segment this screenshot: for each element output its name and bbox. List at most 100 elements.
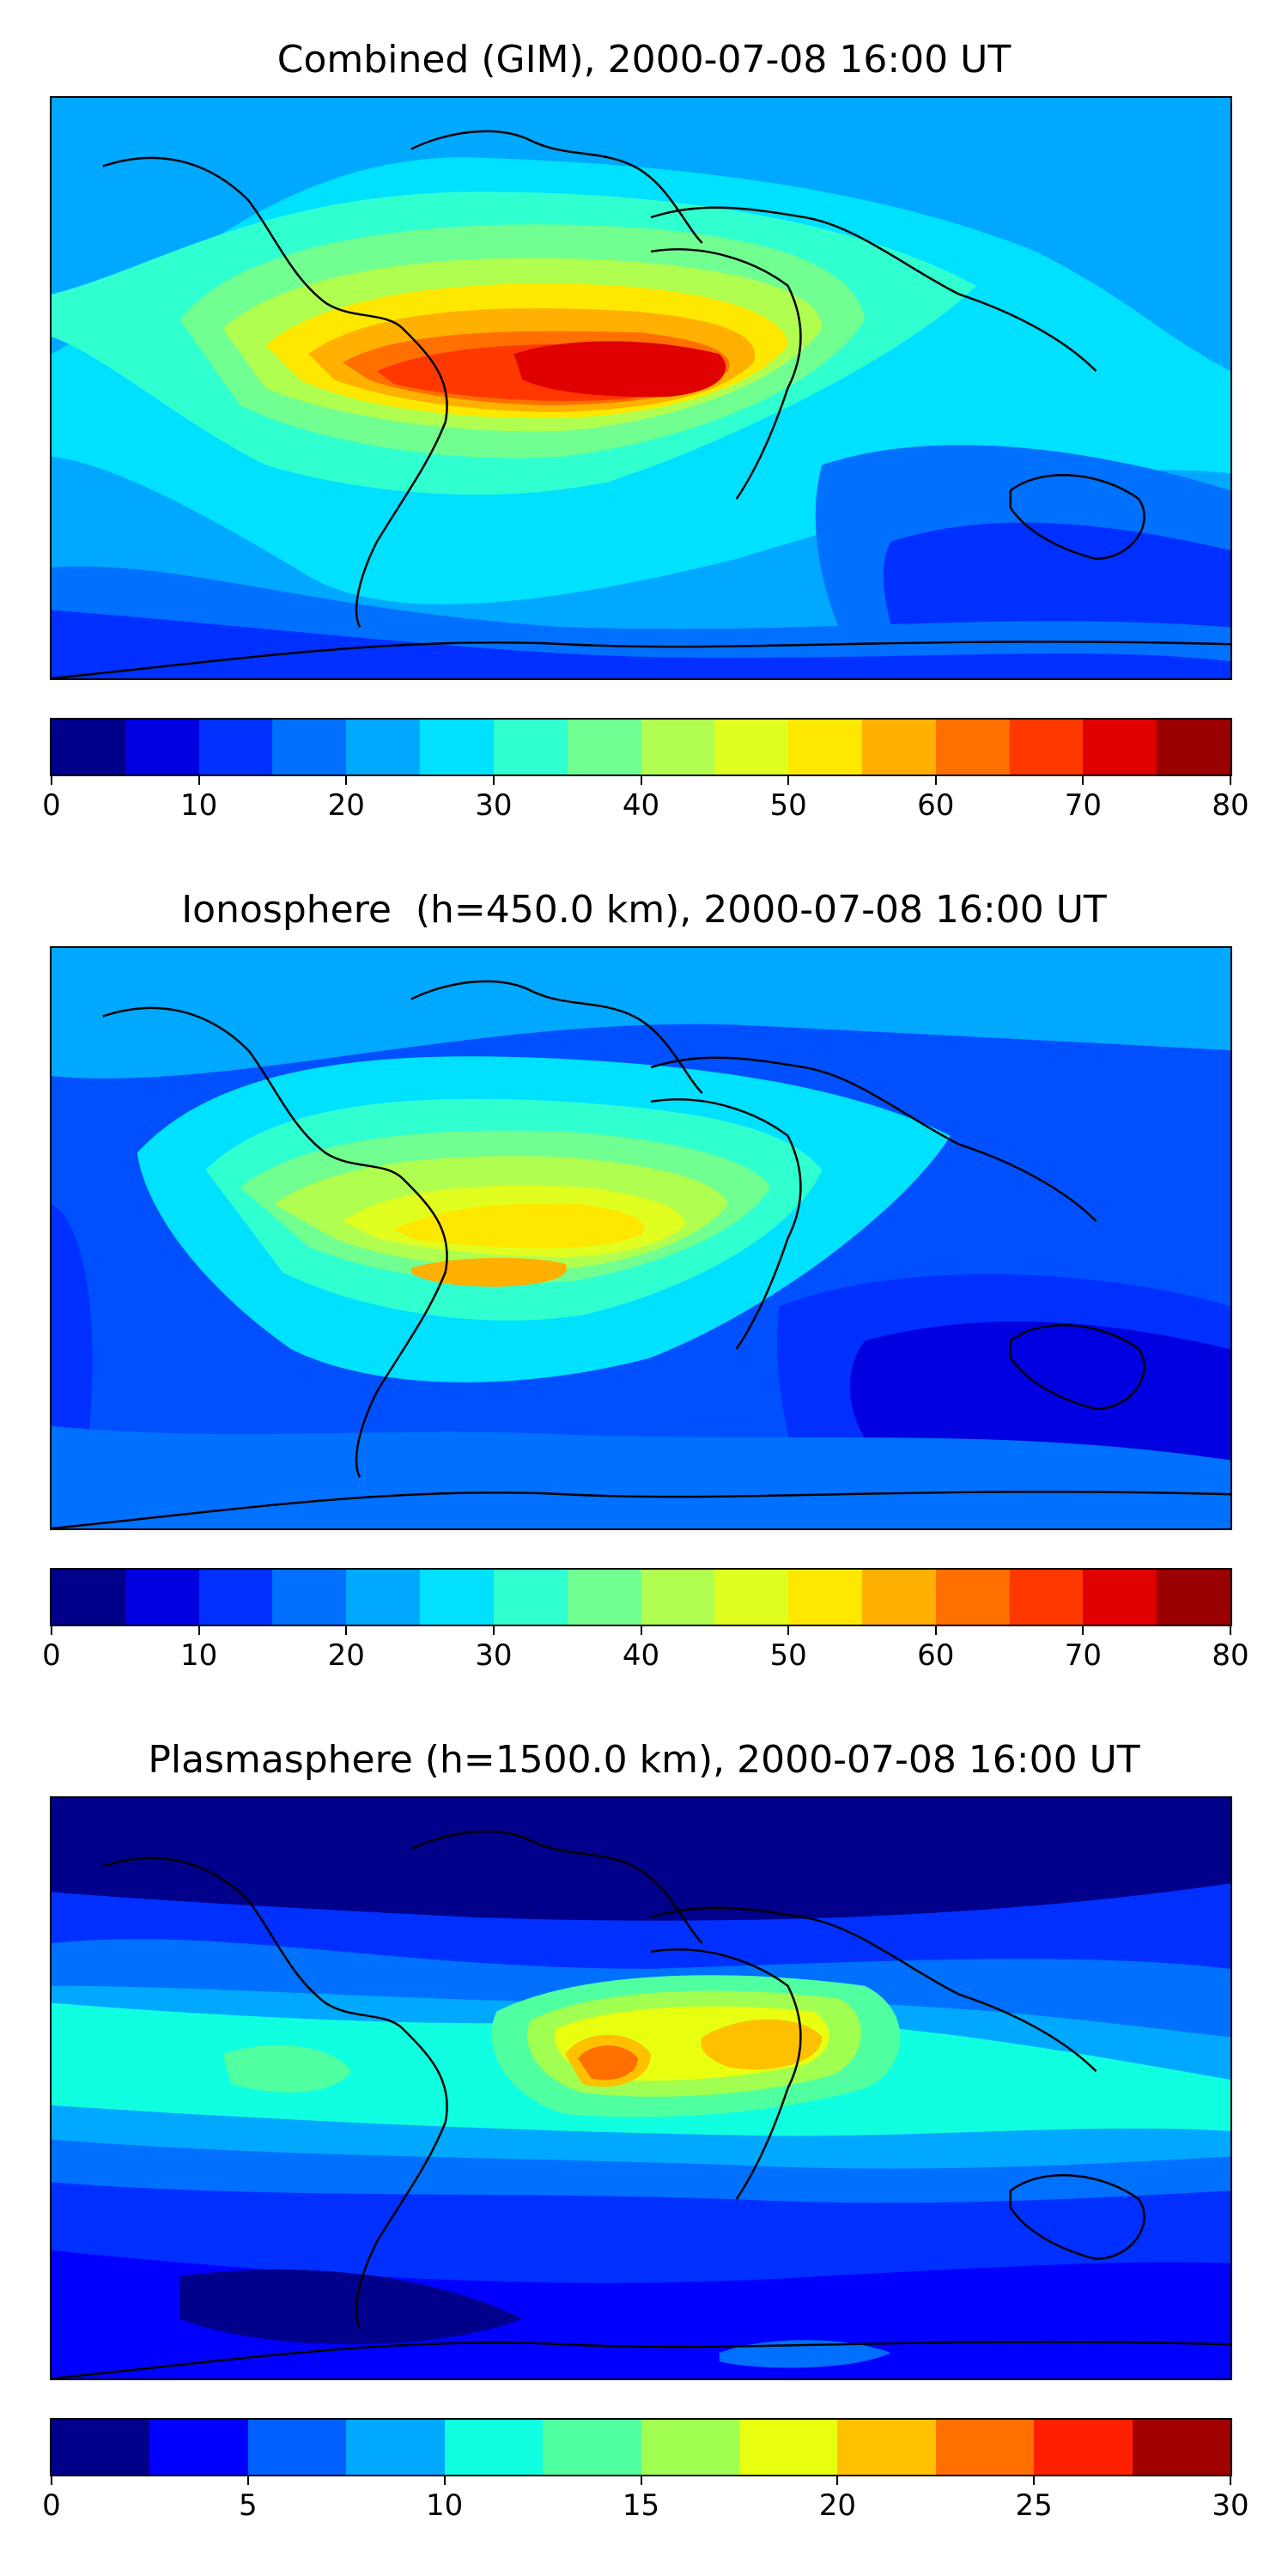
colorbar-segment	[198, 1570, 273, 1625]
colorbar-segment	[272, 720, 347, 775]
colorbar-tick-mark	[492, 1626, 495, 1635]
colorbar-segment	[738, 2420, 838, 2475]
colorbar-tick-mark	[345, 1626, 348, 1635]
colorbar-segment	[52, 720, 125, 775]
colorbar-tick-mark	[197, 776, 200, 785]
colorbar-segment	[346, 1570, 421, 1625]
colorbar-tick-mark	[51, 776, 52, 785]
panel-title-ionosphere: Ionosphere (h=450.0 km), 2000-07-08 16:0…	[181, 888, 1107, 932]
colorbar-segment	[714, 1570, 789, 1625]
colorbar-tick-label: 0	[42, 788, 61, 823]
colorbar-tick-mark	[246, 2476, 249, 2485]
colorbar-tick-label: 0	[42, 2488, 61, 2523]
colorbar-segment	[420, 720, 494, 775]
colorbar-tick-label: 70	[1064, 1638, 1103, 1673]
colorbar-tick-label: 30	[1212, 2488, 1249, 2523]
colorbar-segment	[1009, 1570, 1084, 1625]
coastlines	[52, 980, 1230, 1528]
colorbar-tick-label: 50	[769, 788, 807, 823]
colorbar-segment	[837, 2420, 936, 2475]
colorbar-segment	[935, 1570, 1010, 1625]
colorbar-tick-label: 25	[1015, 2488, 1053, 2523]
colorbar-tick-label: 10	[179, 788, 218, 823]
colorbar-tick-label: 20	[327, 1638, 365, 1673]
colorbar-segment	[272, 1570, 347, 1625]
colorbar-tick-mark	[787, 1626, 790, 1635]
colorbar-segment	[52, 2420, 150, 2475]
colorbar-tick-label: 10	[179, 1638, 218, 1673]
colorbar-tick-label: 10	[426, 2488, 464, 2523]
colorbar-segment	[346, 720, 421, 775]
colorbar-tick-label: 30	[475, 1638, 513, 1673]
colorbar-segment	[714, 720, 789, 775]
colorbar-segment	[1083, 720, 1157, 775]
colorbar-segment	[567, 1570, 641, 1625]
colorbar-segment	[788, 1570, 862, 1625]
colorbar-ticks-plasmasphere: 0 5 10 15 20 25 30	[42, 2476, 1249, 2528]
colorbar-segment	[444, 2420, 544, 2475]
colorbar-segment	[543, 2420, 641, 2475]
colorbar-segment	[935, 2420, 1035, 2475]
colorbar-tick-mark	[51, 1626, 52, 1635]
colorbar-segment	[52, 1570, 125, 1625]
colorbar-tick-mark	[640, 2476, 642, 2485]
colorbar-segment	[1157, 720, 1230, 775]
map-plasmasphere-tec	[50, 1796, 1232, 2380]
colorbar-tick-mark	[51, 2476, 52, 2485]
colorbar-segment	[1034, 2420, 1133, 2475]
colorbar-tick-mark	[197, 1626, 200, 1635]
colorbar-ionosphere	[50, 1568, 1232, 1626]
colorbar-segment	[198, 720, 273, 775]
colorbar-segment	[861, 1570, 936, 1625]
colorbar-segment	[247, 2420, 347, 2475]
colorbar-segment	[493, 1570, 568, 1625]
tec-map-ionosphere	[52, 948, 1230, 1528]
colorbar-tick-mark	[345, 776, 348, 785]
colorbar-ticks-ionosphere: 0 10 20 30 40 50 60 70 80	[42, 1626, 1249, 1678]
colorbar-segment	[788, 720, 862, 775]
colorbar-tick-mark	[640, 1626, 642, 1635]
colorbar-tick-label: 20	[818, 2488, 856, 2523]
colorbar-tick-label: 80	[1212, 788, 1249, 823]
colorbar-tick-label: 40	[622, 1638, 660, 1673]
colorbar-tick-label: 30	[475, 788, 513, 823]
colorbar-segment	[861, 720, 936, 775]
colorbar-tick-label: 80	[1212, 1638, 1249, 1673]
colorbar-tick-label: 50	[769, 1638, 807, 1673]
colorbar-tick-label: 40	[622, 788, 660, 823]
colorbar-tick-label: 60	[917, 1638, 955, 1673]
colorbar-segment	[1009, 720, 1084, 775]
coastlines	[52, 1830, 1230, 2379]
colorbar-tick-label: 15	[622, 2488, 660, 2523]
colorbar-segment	[149, 2420, 248, 2475]
colorbar-segment	[641, 720, 715, 775]
colorbar-segment	[1132, 2420, 1231, 2475]
tec-map-plasmasphere	[52, 1798, 1230, 2379]
colorbar-tick-mark	[1230, 2476, 1231, 2485]
panel-title-plasmasphere: Plasmasphere (h=1500.0 km), 2000-07-08 1…	[148, 1738, 1140, 1782]
colorbar-segment	[125, 720, 199, 775]
panel-title-combined: Combined (GIM), 2000-07-08 16:00 UT	[276, 38, 1012, 82]
colorbar-tick-mark	[1033, 2476, 1036, 2485]
colorbar-segment	[125, 1570, 199, 1625]
colorbar-segment	[493, 720, 568, 775]
colorbar-tick-label: 5	[239, 2488, 258, 2523]
colorbar-segment	[1157, 1570, 1230, 1625]
colorbar-tick-mark	[1230, 1626, 1231, 1635]
colorbar-tick-mark	[787, 776, 790, 785]
map-ionosphere-tec	[50, 946, 1232, 1530]
colorbar-segment	[641, 2420, 739, 2475]
colorbar-tick-label: 0	[42, 1638, 61, 1673]
colorbar-tick-label: 70	[1064, 788, 1103, 823]
colorbar-tick-mark	[1230, 776, 1231, 785]
colorbar-tick-mark	[1082, 1626, 1084, 1635]
tec-map-combined	[52, 98, 1230, 678]
colorbar-segment	[346, 2420, 445, 2475]
colorbar-tick-mark	[934, 776, 937, 785]
colorbar-tick-mark	[443, 2476, 446, 2485]
colorbar-tick-mark	[1082, 776, 1084, 785]
colorbar-tick-mark	[640, 776, 642, 785]
colorbar-tick-label: 20	[327, 788, 365, 823]
colorbar-tick-mark	[836, 2476, 839, 2485]
colorbar-segment	[420, 1570, 494, 1625]
